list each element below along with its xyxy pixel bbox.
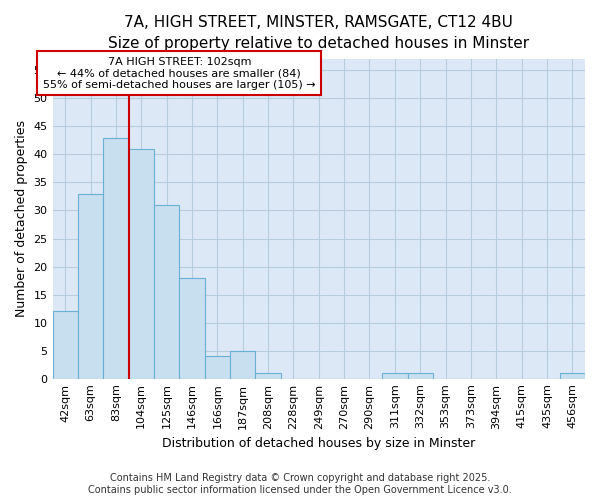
Bar [78,194,103,378]
Bar [407,373,433,378]
Bar [128,149,154,378]
Bar [53,312,78,378]
Bar [230,350,256,378]
Bar [179,278,205,378]
Title: 7A, HIGH STREET, MINSTER, RAMSGATE, CT12 4BU
Size of property relative to detach: 7A, HIGH STREET, MINSTER, RAMSGATE, CT12… [108,15,529,51]
Bar [205,356,230,378]
Text: Contains HM Land Registry data © Crown copyright and database right 2025.
Contai: Contains HM Land Registry data © Crown c… [88,474,512,495]
Bar [103,138,128,378]
Bar [154,205,179,378]
X-axis label: Distribution of detached houses by size in Minster: Distribution of detached houses by size … [162,437,475,450]
Bar [256,373,281,378]
Bar [560,373,585,378]
Y-axis label: Number of detached properties: Number of detached properties [15,120,28,318]
Text: 7A HIGH STREET: 102sqm
← 44% of detached houses are smaller (84)
55% of semi-det: 7A HIGH STREET: 102sqm ← 44% of detached… [43,56,316,90]
Bar [382,373,407,378]
